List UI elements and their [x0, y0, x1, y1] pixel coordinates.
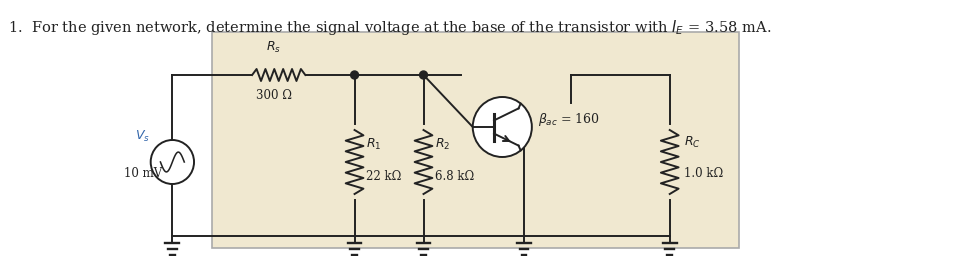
Circle shape	[420, 71, 428, 79]
Text: $V_s$: $V_s$	[135, 129, 150, 144]
Text: $R_s$: $R_s$	[266, 40, 281, 55]
Text: $R_C$: $R_C$	[684, 134, 700, 150]
Text: $R_2$: $R_2$	[435, 136, 451, 152]
FancyBboxPatch shape	[211, 32, 738, 248]
Circle shape	[151, 140, 194, 184]
Text: 22 kΩ: 22 kΩ	[366, 170, 401, 183]
Text: $\beta_{ac}$ = 160: $\beta_{ac}$ = 160	[538, 111, 600, 127]
Circle shape	[472, 97, 532, 157]
Text: 1.  For the given network, determine the signal voltage at the base of the trans: 1. For the given network, determine the …	[8, 18, 771, 37]
Text: 1.0 kΩ: 1.0 kΩ	[684, 167, 723, 180]
Circle shape	[351, 71, 358, 79]
Text: 300 Ω: 300 Ω	[256, 89, 292, 102]
Text: 6.8 kΩ: 6.8 kΩ	[435, 170, 474, 183]
Text: $R_1$: $R_1$	[366, 136, 382, 152]
Text: 10 mV: 10 mV	[124, 167, 162, 180]
